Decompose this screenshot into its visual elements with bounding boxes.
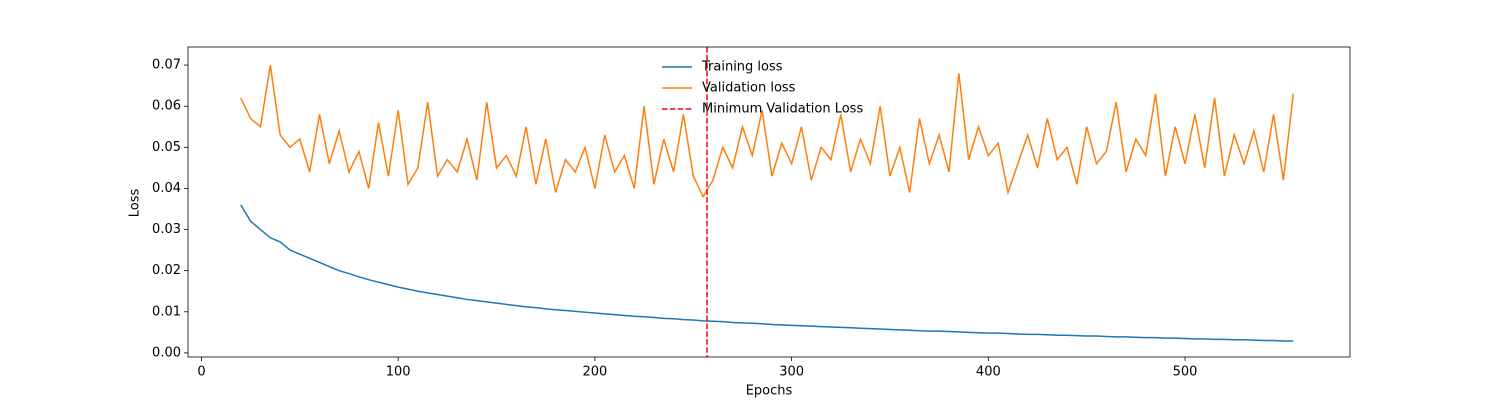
legend-label: Validation loss (702, 81, 796, 96)
y-tick-label: 0.02 (152, 263, 181, 278)
y-tick-label: 0.07 (152, 58, 181, 73)
plot-frame (187, 46, 1351, 358)
x-tick-label: 200 (582, 365, 607, 380)
y-tick-label: 0.05 (152, 140, 181, 155)
y-tick-label: 0.04 (152, 181, 181, 196)
x-tick-label: 300 (779, 365, 804, 380)
y-tick-label: 0.01 (152, 304, 181, 319)
legend-label: Minimum Validation Loss (702, 102, 863, 117)
x-tick-label: 0 (197, 365, 205, 380)
series-line (240, 204, 1294, 342)
series-line (240, 64, 1294, 199)
y-tick-label: 0.06 (152, 99, 181, 114)
x-axis-label: Epochs (746, 384, 793, 399)
x-tick-label: 500 (1173, 365, 1198, 380)
y-tick-label: 0.03 (152, 222, 181, 237)
x-tick-label: 100 (386, 365, 411, 380)
x-tick-label: 400 (976, 365, 1001, 380)
legend-label: Training loss (701, 60, 783, 75)
y-axis-label: Loss (128, 189, 143, 218)
y-tick-label: 0.00 (152, 345, 181, 360)
